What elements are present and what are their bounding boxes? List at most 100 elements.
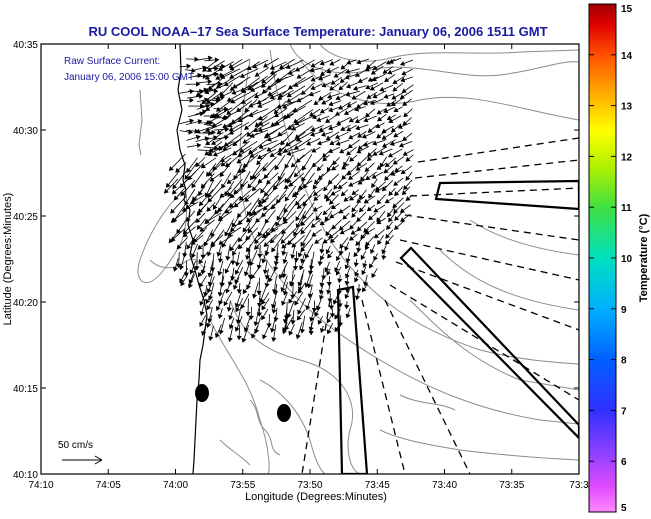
current-vector (202, 129, 216, 135)
current-vector (370, 244, 376, 255)
current-vector (348, 132, 361, 140)
current-vector (297, 282, 307, 294)
current-vector (310, 218, 322, 228)
current-vector (241, 81, 259, 94)
current-vector (290, 154, 305, 168)
current-vector (353, 250, 360, 258)
current-vector (368, 212, 377, 221)
current-vector (195, 212, 206, 223)
colorbar-tick-label: 11 (621, 203, 632, 214)
current-vector (340, 124, 351, 131)
current-vector (231, 85, 252, 95)
current-vector (315, 211, 323, 221)
current-vector (351, 189, 359, 196)
current-vector (377, 234, 384, 245)
current-vector (398, 141, 413, 148)
current-vector (371, 171, 384, 179)
current-vector (227, 226, 242, 237)
current-vector (173, 186, 186, 201)
current-vector (222, 116, 242, 129)
current-vector (297, 242, 306, 258)
current-vector (280, 275, 288, 293)
current-vector (295, 204, 306, 222)
current-vector (391, 91, 405, 100)
current-vector (351, 90, 366, 100)
current-vector (318, 74, 331, 81)
current-vector (393, 177, 404, 186)
current-vector (243, 317, 251, 333)
current-vector (357, 130, 367, 138)
current-vector (293, 165, 306, 178)
current-vector (253, 308, 260, 327)
current-vector (281, 266, 287, 279)
current-vector (311, 113, 322, 120)
current-vector (348, 233, 358, 241)
x-axis-label: Longitude (Degrees:Minutes) (245, 491, 387, 503)
current-vector (405, 171, 413, 181)
current-vector (184, 162, 198, 180)
current-vector (199, 290, 207, 306)
current-vector (240, 293, 250, 310)
current-vector (294, 292, 304, 306)
current-vector (194, 73, 208, 79)
current-vector (392, 156, 404, 165)
current-vector (200, 157, 217, 169)
current-vector (361, 266, 367, 276)
current-vector (252, 282, 259, 299)
current-vector (299, 315, 306, 334)
current-vector (256, 258, 262, 270)
current-vector (227, 325, 234, 343)
current-vector (270, 315, 277, 333)
current-vector (252, 59, 269, 69)
current-vector (206, 202, 216, 212)
current-vector (226, 172, 242, 184)
current-vector (338, 220, 351, 231)
x-tick-label: 74:05 (96, 480, 121, 491)
current-vector (194, 252, 200, 271)
current-vector (215, 99, 233, 112)
current-vector (206, 276, 215, 294)
current-vector (224, 261, 232, 274)
current-vector (343, 107, 357, 115)
colorbar-tick-label: 10 (621, 254, 633, 265)
current-vector (385, 234, 394, 246)
current-vector (170, 195, 187, 214)
current-vector (260, 181, 270, 194)
current-vector (311, 146, 321, 153)
current-vector (242, 281, 251, 295)
current-vector (210, 220, 222, 238)
current-vector (279, 58, 295, 69)
current-vector (295, 130, 315, 142)
current-vector (324, 261, 330, 273)
current-vector (344, 74, 357, 80)
subtitle-line-1: Raw Surface Current: (64, 56, 160, 67)
current-vector (252, 162, 269, 180)
current-vector (326, 276, 332, 287)
current-vector (343, 195, 352, 202)
x-tick-label: 73:3 (569, 480, 589, 491)
current-vector (324, 210, 333, 222)
current-vector (163, 178, 179, 194)
current-vector (330, 189, 342, 196)
current-vector (262, 323, 271, 340)
current-vector (381, 131, 394, 140)
current-vector (377, 113, 387, 122)
current-vector (328, 301, 334, 310)
inlet-contour (137, 189, 188, 284)
current-vector (345, 68, 360, 75)
radar-coverage-dashes (301, 137, 579, 474)
current-vector (310, 74, 324, 82)
current-vector (393, 106, 403, 112)
current-vector (304, 243, 314, 259)
current-vector (249, 204, 259, 217)
current-vector (341, 163, 350, 170)
current-vector (170, 210, 187, 223)
current-vector (213, 126, 230, 132)
current-vector (214, 324, 222, 339)
current-vector (356, 58, 370, 65)
current-vector (291, 122, 305, 131)
current-vector (179, 118, 195, 125)
current-vector (322, 237, 331, 244)
current-vector (225, 282, 231, 294)
current-vector (204, 57, 220, 63)
